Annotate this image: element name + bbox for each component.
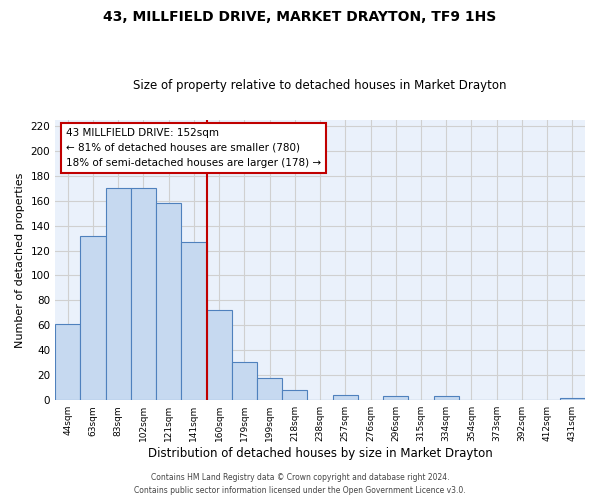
Bar — [332, 395, 358, 400]
Bar — [383, 396, 409, 400]
Bar — [181, 242, 206, 400]
Text: 43, MILLFIELD DRIVE, MARKET DRAYTON, TF9 1HS: 43, MILLFIELD DRIVE, MARKET DRAYTON, TF9… — [103, 10, 497, 24]
Bar — [434, 396, 459, 400]
Bar — [131, 188, 156, 400]
Bar — [257, 378, 282, 400]
Bar — [206, 310, 232, 400]
Bar — [282, 390, 307, 400]
Text: 43 MILLFIELD DRIVE: 152sqm
← 81% of detached houses are smaller (780)
18% of sem: 43 MILLFIELD DRIVE: 152sqm ← 81% of deta… — [66, 128, 321, 168]
Y-axis label: Number of detached properties: Number of detached properties — [15, 172, 25, 348]
Bar — [106, 188, 131, 400]
Bar — [55, 324, 80, 400]
Title: Size of property relative to detached houses in Market Drayton: Size of property relative to detached ho… — [133, 79, 507, 92]
X-axis label: Distribution of detached houses by size in Market Drayton: Distribution of detached houses by size … — [148, 447, 493, 460]
Bar — [80, 236, 106, 400]
Text: Contains HM Land Registry data © Crown copyright and database right 2024.
Contai: Contains HM Land Registry data © Crown c… — [134, 474, 466, 495]
Bar — [156, 203, 181, 400]
Bar — [560, 398, 585, 400]
Bar — [232, 362, 257, 400]
